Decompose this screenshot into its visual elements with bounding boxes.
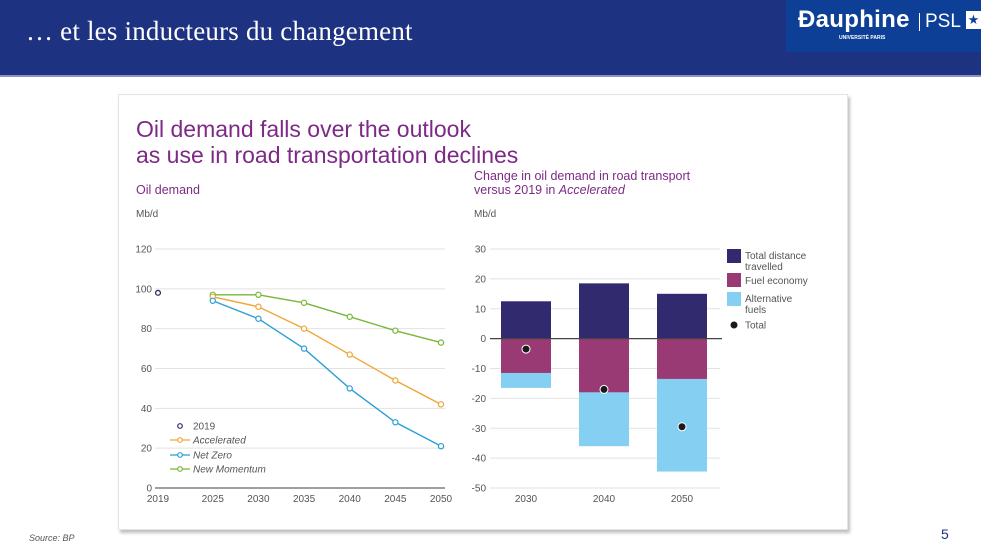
legend-swatch-marker bbox=[177, 466, 183, 472]
legend-swatch-marker bbox=[177, 423, 183, 429]
y-tick-label: 40 bbox=[141, 404, 153, 415]
legend-label: 2019 bbox=[193, 422, 216, 433]
y-tick-label: 80 bbox=[141, 324, 153, 335]
data-point bbox=[392, 419, 399, 426]
right-chart-unit: Mb/d bbox=[474, 209, 497, 220]
series-line-accelerated bbox=[212, 296, 442, 405]
legend-label: Fuel economy bbox=[745, 276, 808, 287]
data-point bbox=[300, 299, 308, 306]
bar-segment-fuel-economy bbox=[657, 338, 707, 379]
data-point bbox=[255, 291, 262, 299]
data-point bbox=[300, 345, 308, 352]
bar-segment-fuel-economy bbox=[501, 338, 551, 373]
source-note: Source: BP bbox=[29, 533, 75, 543]
total-marker bbox=[599, 384, 609, 394]
y-tick-label: -40 bbox=[472, 454, 487, 465]
logo-psl: PSL bbox=[925, 11, 961, 32]
y-tick-label: 60 bbox=[141, 364, 153, 375]
figure-title: Oil demand falls over the outlook as use… bbox=[136, 116, 518, 168]
data-point bbox=[255, 315, 262, 322]
y-tick-label: 20 bbox=[475, 274, 487, 285]
legend-label: New Momentum bbox=[193, 465, 266, 476]
legend-label-cont: travelled bbox=[745, 262, 783, 273]
x-tick-label: 2019 bbox=[147, 494, 170, 505]
bar-segment-total-distance-travelled bbox=[657, 293, 707, 339]
right-chart-title-prefix: versus 2019 in bbox=[474, 183, 559, 197]
x-tick-label: 2040 bbox=[593, 494, 616, 505]
logo-name: Ɖauphine bbox=[798, 6, 910, 33]
data-point bbox=[300, 325, 308, 332]
legend-label: Accelerated bbox=[192, 436, 246, 447]
y-tick-label: 0 bbox=[480, 334, 486, 345]
x-tick-label: 2040 bbox=[339, 494, 362, 505]
total-marker bbox=[677, 422, 687, 432]
logo-subtitle: UNIVERSITÉ PARIS bbox=[839, 35, 886, 41]
y-tick-label: 20 bbox=[141, 444, 153, 455]
x-tick-label: 2050 bbox=[671, 494, 694, 505]
y-tick-label: 100 bbox=[135, 284, 152, 295]
slide-title: … et les inducteurs du changement bbox=[26, 16, 413, 46]
legend-label: Alternative bbox=[745, 294, 793, 305]
data-point bbox=[437, 442, 445, 450]
legend-swatch-marker bbox=[177, 452, 183, 458]
series-line-new-momentum bbox=[212, 294, 442, 344]
x-tick-label: 2030 bbox=[247, 494, 270, 505]
legend-label: Total bbox=[745, 321, 766, 332]
logo-separator bbox=[919, 13, 920, 31]
bar-segment-alternative-fuels bbox=[501, 372, 551, 388]
data-point bbox=[255, 303, 262, 310]
series-line-net-zero bbox=[212, 300, 442, 447]
legend-label: Total distance bbox=[745, 251, 807, 262]
right-chart-title: Change in oil demand in road transport v… bbox=[474, 169, 690, 197]
legend-label: Net Zero bbox=[193, 451, 232, 462]
data-point bbox=[437, 401, 445, 408]
data-point bbox=[346, 313, 353, 320]
x-tick-label: 2050 bbox=[430, 494, 453, 505]
y-tick-label: 30 bbox=[475, 245, 487, 256]
left-chart-title: Oil demand bbox=[136, 183, 200, 197]
y-tick-label: 0 bbox=[146, 484, 152, 495]
dauphine-psl-logo: Ɖauphine UNIVERSITÉ PARIS PSL ★ bbox=[786, 0, 981, 52]
y-tick-label: -30 bbox=[472, 424, 487, 435]
data-point-2019 bbox=[154, 289, 162, 296]
data-point bbox=[392, 327, 399, 334]
bar-segment-alternative-fuels bbox=[579, 392, 629, 447]
page-number: 5 bbox=[941, 526, 949, 542]
total-marker bbox=[521, 344, 531, 354]
legend-label-cont: fuels bbox=[745, 305, 766, 316]
road-transport-bar-chart: 30 20 10 0 -10 -20 -30 -40 -50 2030 2040 2050 Total … bbox=[472, 245, 808, 506]
x-tick-label: 2035 bbox=[293, 494, 316, 505]
legend-swatch bbox=[727, 273, 741, 287]
y-tick-label: -10 bbox=[472, 364, 487, 375]
legend-swatch-marker bbox=[177, 437, 183, 443]
bar-segment-total-distance-travelled bbox=[501, 301, 551, 339]
data-point bbox=[346, 351, 353, 358]
figure-title-line-2: as use in road transportation declines bbox=[136, 142, 519, 168]
data-point bbox=[392, 377, 399, 384]
right-chart-title-italic: Accelerated bbox=[558, 183, 625, 197]
y-tick-label: -20 bbox=[472, 394, 487, 405]
bar-segment-total-distance-travelled bbox=[579, 283, 629, 339]
legend-swatch bbox=[727, 249, 741, 263]
y-tick-label: 10 bbox=[475, 304, 487, 315]
right-chart-title-line-1: Change in oil demand in road transport bbox=[474, 169, 691, 183]
legend-swatch-total bbox=[730, 321, 738, 329]
header-divider bbox=[0, 75, 981, 77]
figure-title-line-1: Oil demand falls over the outlook bbox=[136, 116, 471, 142]
x-tick-label: 2045 bbox=[384, 494, 407, 505]
y-tick-label: 120 bbox=[135, 245, 152, 256]
data-point bbox=[346, 385, 353, 392]
legend-swatch bbox=[727, 292, 741, 306]
data-point bbox=[437, 339, 445, 346]
bar-segment-fuel-economy bbox=[579, 338, 629, 393]
y-tick-label: -50 bbox=[472, 484, 487, 495]
left-chart-unit: Mb/d bbox=[136, 209, 159, 220]
data-point bbox=[209, 297, 216, 304]
x-tick-label: 2025 bbox=[202, 494, 225, 505]
right-chart-title-line-2: versus 2019 in Accelerated bbox=[474, 183, 690, 197]
x-tick-label: 2030 bbox=[515, 494, 538, 505]
star-icon: ★ bbox=[966, 11, 981, 29]
